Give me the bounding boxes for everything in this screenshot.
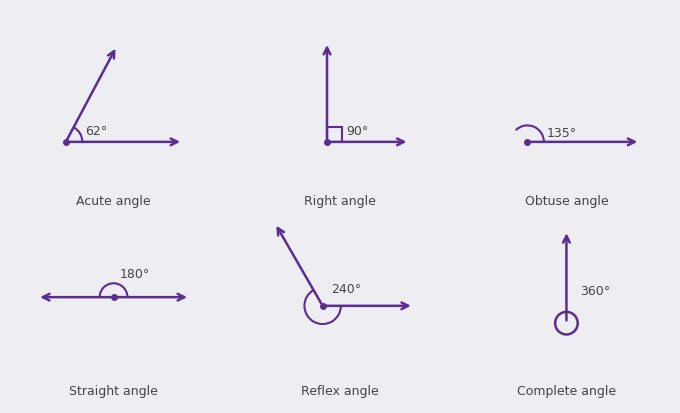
Text: 360°: 360° xyxy=(580,285,611,299)
Text: Reflex angle: Reflex angle xyxy=(301,385,379,398)
Text: 180°: 180° xyxy=(120,268,150,281)
Text: Obtuse angle: Obtuse angle xyxy=(525,195,608,208)
Text: 62°: 62° xyxy=(85,125,107,138)
Text: 240°: 240° xyxy=(331,283,362,296)
Text: Complete angle: Complete angle xyxy=(517,385,616,398)
Text: Acute angle: Acute angle xyxy=(76,195,151,208)
Text: 90°: 90° xyxy=(346,125,369,138)
Text: Right angle: Right angle xyxy=(304,195,376,208)
Text: Straight angle: Straight angle xyxy=(69,385,158,398)
Text: 135°: 135° xyxy=(547,127,577,140)
